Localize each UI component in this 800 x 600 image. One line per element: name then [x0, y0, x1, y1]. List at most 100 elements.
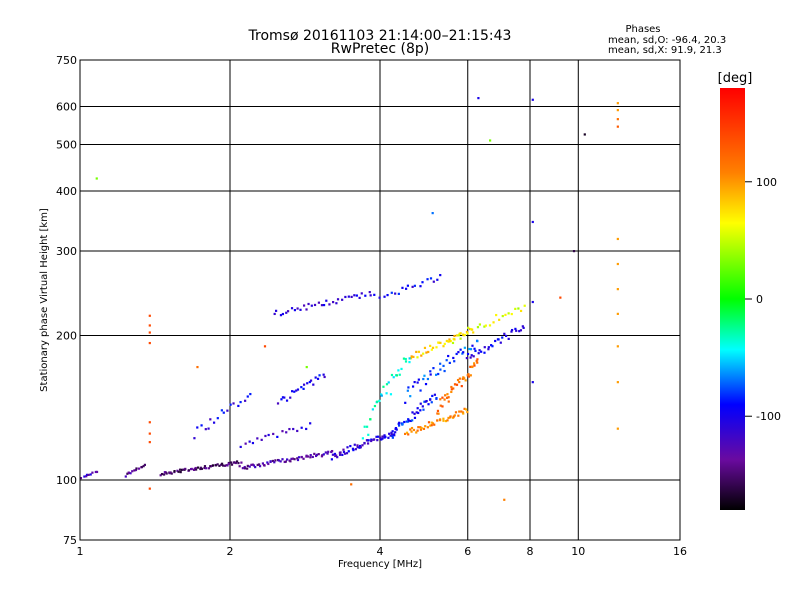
data-point	[148, 487, 151, 490]
data-point	[373, 404, 377, 408]
data-point	[423, 400, 426, 403]
x-tick-label: 4	[377, 545, 384, 558]
data-point	[286, 310, 290, 313]
data-point	[226, 409, 229, 412]
data-point	[237, 404, 240, 408]
data-point	[468, 347, 471, 351]
data-point	[222, 411, 225, 414]
data-point	[415, 431, 418, 434]
data-point	[285, 311, 288, 314]
data-point	[430, 348, 433, 351]
data-point	[87, 473, 90, 476]
data-point	[148, 432, 151, 435]
data-point	[467, 326, 470, 329]
data-point	[420, 354, 423, 357]
data-point	[421, 281, 424, 284]
data-point	[505, 334, 508, 338]
data-point	[429, 344, 432, 347]
data-point	[466, 352, 470, 356]
data-point	[281, 458, 284, 461]
data-point	[394, 292, 397, 295]
data-point	[459, 332, 462, 335]
data-point	[427, 403, 430, 406]
data-point	[376, 439, 379, 442]
data-point	[237, 461, 240, 465]
data-point	[382, 385, 385, 388]
data-point	[300, 456, 303, 459]
data-point	[336, 298, 340, 301]
data-point	[413, 416, 417, 419]
data-point	[336, 456, 339, 459]
data-point	[353, 443, 356, 446]
data-point	[230, 463, 234, 466]
data-point	[616, 345, 619, 348]
data-point	[422, 352, 425, 355]
data-point	[498, 318, 501, 321]
data-point	[616, 288, 619, 291]
data-point	[207, 467, 211, 470]
data-points	[79, 97, 619, 501]
data-point	[412, 355, 415, 359]
x-tick-label: 8	[527, 545, 534, 558]
data-point	[463, 346, 466, 349]
data-point	[363, 425, 366, 428]
data-point	[289, 460, 292, 463]
data-point	[431, 394, 434, 398]
data-point	[473, 347, 476, 350]
data-point	[431, 212, 434, 215]
data-point	[327, 450, 330, 453]
data-point	[256, 437, 259, 440]
data-point	[394, 427, 398, 430]
data-point	[322, 303, 326, 307]
data-point	[309, 379, 313, 382]
data-point	[397, 292, 400, 295]
data-point	[375, 435, 378, 438]
data-point	[378, 296, 381, 299]
data-point	[238, 465, 241, 468]
data-point	[355, 294, 358, 297]
data-point	[458, 410, 461, 413]
data-point	[322, 453, 325, 456]
data-point	[462, 334, 465, 337]
data-point	[559, 296, 562, 299]
data-point	[243, 467, 247, 470]
data-point	[395, 374, 399, 377]
data-point	[263, 345, 267, 348]
data-point	[439, 273, 442, 277]
data-point	[447, 416, 450, 420]
data-point	[285, 431, 288, 434]
data-point	[438, 419, 442, 422]
data-point	[381, 435, 384, 438]
data-point	[478, 323, 481, 326]
data-point	[437, 341, 441, 344]
data-point	[293, 309, 297, 312]
data-point	[457, 334, 460, 337]
data-point	[364, 294, 367, 297]
y-tick-label: 750	[56, 54, 77, 67]
data-point	[453, 338, 456, 341]
data-point	[383, 434, 386, 437]
data-point	[281, 430, 284, 433]
data-point	[299, 308, 302, 311]
data-point	[453, 414, 456, 417]
data-point	[376, 435, 380, 438]
data-point	[203, 465, 207, 468]
data-point	[360, 292, 363, 295]
data-point	[296, 307, 299, 310]
data-point	[227, 462, 230, 465]
data-point	[499, 341, 502, 344]
data-point	[583, 133, 586, 136]
data-point	[230, 461, 233, 464]
data-point	[85, 473, 89, 476]
data-point	[309, 422, 312, 425]
data-point	[401, 286, 404, 289]
data-point	[409, 395, 412, 398]
data-point	[407, 433, 410, 436]
data-point	[209, 465, 212, 468]
y-tick-label: 75	[63, 534, 77, 547]
data-point	[407, 419, 411, 422]
data-point	[285, 399, 289, 402]
data-point	[517, 307, 520, 310]
data-point	[464, 408, 468, 411]
data-point	[313, 452, 316, 455]
